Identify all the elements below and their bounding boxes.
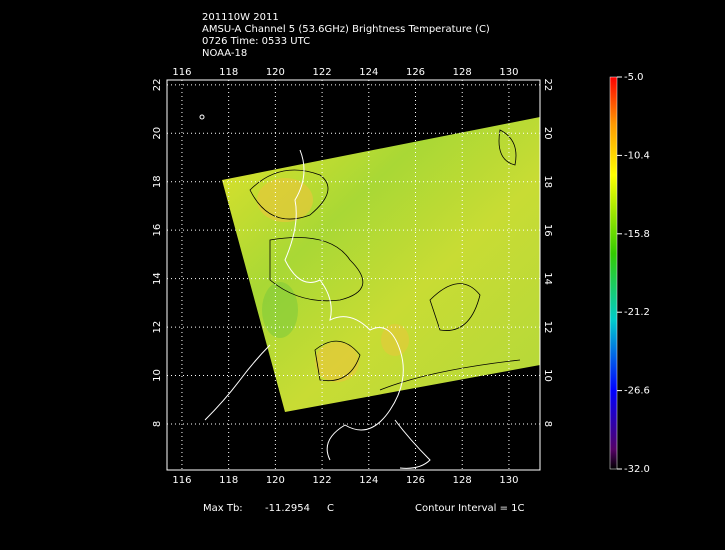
footer-label: Max Tb:	[203, 503, 243, 514]
x-tick-label: 120	[266, 475, 285, 486]
header-line: AMSU-A Channel 5 (53.6GHz) Brightness Te…	[202, 24, 490, 35]
footer-unit: C	[327, 503, 334, 514]
header: 201110W 2011 AMSU-A Channel 5 (53.6GHz) …	[202, 12, 490, 59]
colorbar-label: -15.8	[624, 229, 650, 240]
x-tick-label: 130	[499, 475, 518, 486]
cool-spot	[262, 282, 298, 338]
y-tick-label: 10	[152, 369, 163, 382]
x-tick-label: 122	[313, 475, 332, 486]
footer-contour: Contour Interval = 1C	[415, 503, 525, 514]
y-tick-label: 22	[152, 78, 163, 91]
y-tick-label: 12	[542, 321, 553, 334]
plot	[166, 79, 541, 471]
coastlines	[199, 114, 431, 469]
x-tick-label: 116	[172, 475, 191, 486]
x-tick-label: 124	[359, 67, 378, 78]
x-tick-label: 118	[219, 67, 238, 78]
y-tick-label: 18	[542, 175, 553, 188]
colorbar-label: -26.6	[624, 386, 650, 397]
y-tick-label: 16	[152, 224, 163, 237]
y-tick-label: 10	[542, 369, 553, 382]
warm-spot	[381, 324, 409, 356]
x-tick-label: 128	[453, 67, 472, 78]
x-tick-label: 126	[406, 67, 425, 78]
x-tick-label: 118	[219, 475, 238, 486]
y-tick-label: 14	[542, 272, 553, 285]
y-tick-label: 8	[152, 421, 163, 427]
x-tick-label: 130	[499, 67, 518, 78]
y-tick-label: 22	[542, 78, 553, 91]
plot-frame	[166, 79, 541, 471]
colorbar	[609, 76, 618, 470]
x-tick-label: 122	[313, 67, 332, 78]
header-line: 0726 Time: 0533 UTC	[202, 36, 310, 47]
colorbar-label: -21.2	[624, 307, 650, 318]
warm-spot	[257, 178, 313, 222]
y-tick-label: 14	[152, 272, 163, 285]
header-line: NOAA-18	[202, 48, 247, 59]
x-tick-label: 116	[172, 67, 191, 78]
warm-spot	[315, 342, 359, 382]
y-tick-label: 20	[152, 127, 163, 140]
contours	[249, 129, 521, 391]
y-tick-label: 20	[542, 127, 553, 140]
x-tick-label: 126	[406, 475, 425, 486]
footer-value: -11.2954	[265, 503, 310, 514]
footer: Max Tb: -11.2954 C Contour Interval = 1C	[203, 503, 525, 514]
colorbar-label: -5.0	[624, 72, 644, 83]
y-tick-label: 8	[542, 421, 553, 427]
colorbar-label: -10.4	[624, 150, 650, 161]
x-tick-label: 124	[359, 475, 378, 486]
header-line: 201110W 2011	[202, 12, 279, 23]
y-tick-label: 16	[542, 224, 553, 237]
x-tick-label: 128	[453, 475, 472, 486]
y-tick-label: 12	[152, 321, 163, 334]
colorbar-label: -32.0	[624, 464, 650, 475]
x-tick-label: 120	[266, 67, 285, 78]
y-tick-label: 18	[152, 175, 163, 188]
